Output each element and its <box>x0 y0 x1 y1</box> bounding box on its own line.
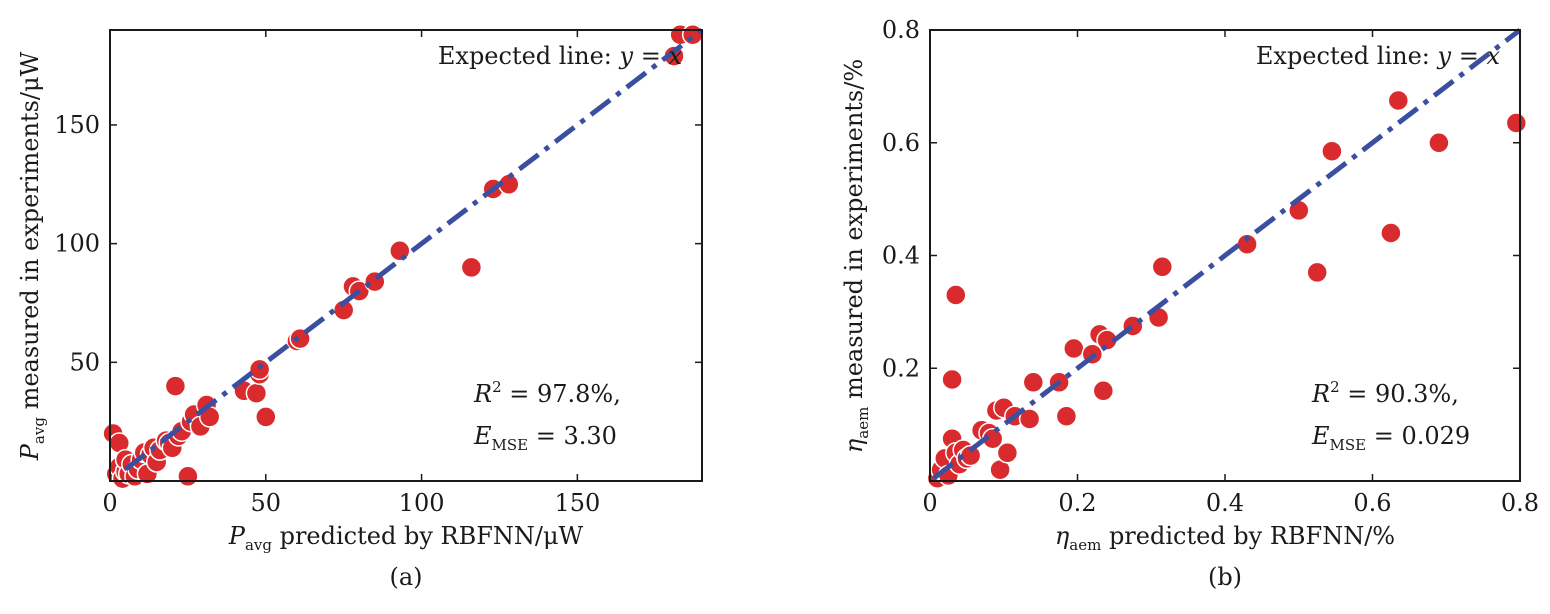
panel-b-x-tick-label: 0.6 <box>1353 489 1391 517</box>
panel-b-data-point <box>941 368 963 391</box>
panel-a-r2-annotation: R2 = 97.8%, <box>473 378 621 408</box>
panel-b-plot-frame <box>929 29 1521 482</box>
panel-a-data-point <box>245 382 268 404</box>
panel-b-x-tick-label: 0.2 <box>1058 489 1096 517</box>
panel-a-ticks-layer: 0 50 100 150 50 100 150 <box>54 30 702 517</box>
panel-a-expected-line-label: Expected line: y = x <box>438 42 683 70</box>
panel-b-data-point <box>1063 337 1085 360</box>
panel-a-data-point <box>164 375 187 397</box>
panel-a: 0 50 100 150 50 100 150 Expected line: y = x R… <box>16 23 704 591</box>
panel-b-data-point <box>1018 408 1041 430</box>
panel-b-data-point <box>1505 112 1528 134</box>
panel-b-data-point <box>1092 380 1115 402</box>
panel-a-data-point <box>681 23 704 46</box>
panel-b-data-point <box>1055 405 1078 427</box>
panel-b-y-tick-label: 0.2 <box>882 354 920 382</box>
panel-a-y-tick-label: 50 <box>69 348 100 376</box>
panel-b-expected-line-label: Expected line: y = x <box>1256 42 1501 70</box>
panel-a-label: (a) <box>389 563 422 591</box>
panel-b-x-tick-label: 0.4 <box>1206 489 1244 517</box>
panel-b-data-point <box>996 442 1019 464</box>
panel-b-y-tick-label: 0.6 <box>882 129 920 157</box>
panel-a-x-tick-label: 100 <box>399 489 445 517</box>
panel-a-y-tick-label: 150 <box>54 111 100 139</box>
panel-a-mse-annotation: EMSE = 3.30 <box>473 422 617 454</box>
panel-b-data-point <box>1151 256 1174 278</box>
panel-b-r2-annotation: R2 = 90.3%, <box>1311 378 1459 408</box>
panel-b-y-axis-label: ηaem measured in experiments/% <box>840 59 872 453</box>
panel-a-line-layer <box>124 28 704 472</box>
panel-b-data-point <box>1321 140 1343 162</box>
panel-a-x-tick-label: 0 <box>102 489 117 517</box>
panel-b-data-point <box>1428 132 1450 154</box>
panel-b-data-point <box>1387 89 1410 112</box>
panel-b-mse-annotation: EMSE = 0.029 <box>1311 422 1470 454</box>
panel-b-y-tick-label: 0.4 <box>882 242 920 270</box>
panel-a-data-point <box>460 256 483 279</box>
panel-b-x-tick-label: 0 <box>922 489 937 517</box>
panel-b-data-point <box>1306 261 1328 284</box>
panel-b-x-axis-label: ηaem predicted by RBFNN/% <box>1055 522 1395 554</box>
panel-b-line-layer <box>932 28 1522 481</box>
panel-b-x-tick-label: 0.8 <box>1501 489 1539 517</box>
panel-a-data-point <box>289 327 311 350</box>
panel-a-expected-line <box>124 28 704 472</box>
panel-a-x-tick-label: 150 <box>554 489 600 517</box>
panel-a-plot-frame <box>109 29 703 482</box>
panel-b: 0 0.2 0.4 0.6 0.8 0.2 0.4 0.6 0.8 Expected line:… <box>840 16 1539 591</box>
panel-b-expected-line <box>932 28 1522 481</box>
panel-a-data-point <box>255 406 277 428</box>
panel-a-y-tick-label: 100 <box>54 230 100 258</box>
panel-a-x-tick-label: 50 <box>251 489 282 517</box>
panel-b-data-point <box>945 284 967 306</box>
panel-b-y-tick-label: 0.8 <box>882 16 920 44</box>
panel-b-ticks-layer: 0 0.2 0.4 0.6 0.8 0.2 0.4 0.6 0.8 <box>882 16 1539 517</box>
panel-a-x-axis-label: Pavg predicted by RBFNN/μW <box>228 522 584 554</box>
panel-a-data-point <box>177 465 199 488</box>
panel-b-data-point <box>1380 222 1402 244</box>
panel-a-y-axis-label: Pavg measured in experiments/μW <box>16 51 48 461</box>
panel-b-label: (b) <box>1208 563 1242 591</box>
panel-b-data-point <box>1022 371 1045 394</box>
